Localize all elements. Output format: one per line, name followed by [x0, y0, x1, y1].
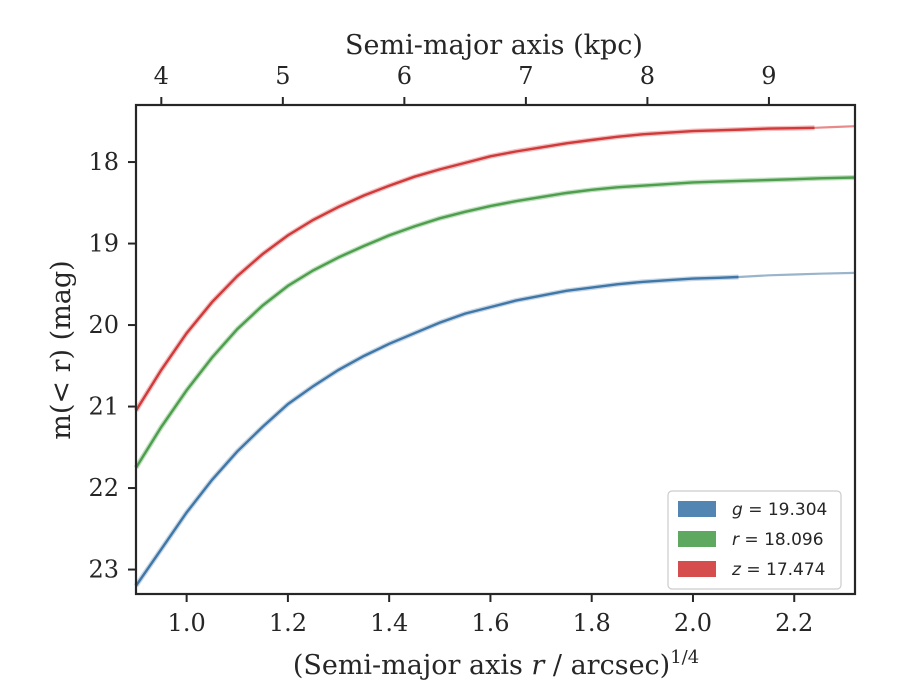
y-tick-label: 21 [88, 393, 119, 421]
legend: g = 19.304 r = 18.096 z = 17.474 [667, 490, 842, 590]
y-tick-label: 18 [88, 148, 119, 176]
x-axis-title-exponent: 1/4 [670, 647, 699, 668]
x-axis-title-part: / arcsec) [544, 650, 670, 681]
legend-variable: z [731, 560, 742, 580]
series-g-extension-line [738, 271, 856, 279]
legend-label-z: z = 17.474 [731, 560, 825, 580]
legend-equals: = [741, 560, 766, 580]
legend-equals: = [743, 500, 768, 520]
x-tick-label: 2.2 [775, 609, 813, 637]
legend-variable: r [732, 530, 740, 550]
y-tick-label: 19 [88, 230, 119, 258]
top-axis: 4 5 6 7 8 9 [154, 62, 777, 105]
top-tick-label: 4 [154, 62, 169, 90]
y-tick-label: 20 [88, 311, 119, 339]
left-axis: 18 19 20 21 22 23 [88, 148, 136, 584]
bottom-axis: 1.0 1.2 1.4 1.6 1.8 2.0 2.2 [168, 594, 813, 637]
top-tick-label: 8 [640, 62, 655, 90]
legend-value: 18.096 [764, 530, 823, 550]
series-layer [133, 125, 856, 588]
y-tick-label: 22 [88, 474, 119, 502]
top-tick-label: 7 [518, 62, 533, 90]
series-z-extension-line [814, 125, 856, 129]
legend-swatch-z [678, 561, 716, 577]
y-tick-label: 23 [88, 556, 119, 584]
top-axis-title: Semi-major axis (kpc) [345, 30, 643, 61]
legend-label-g: g = 19.304 [732, 500, 827, 520]
x-tick-label: 1.0 [168, 609, 206, 637]
legend-value: 19.304 [768, 500, 827, 520]
x-tick-label: 1.2 [269, 609, 307, 637]
top-tick-label: 5 [275, 62, 290, 90]
x-tick-label: 1.8 [573, 609, 611, 637]
series-r-line [134, 176, 856, 469]
x-axis-title-variable: r [531, 650, 546, 681]
y-axis-title: m(< r) (mag) [46, 260, 77, 439]
x-axis-title-text: (Semi-major axis r / arcsec) [293, 650, 670, 681]
legend-equals: = [739, 530, 764, 550]
legend-value: 17.474 [766, 560, 825, 580]
x-tick-label: 2.0 [674, 609, 712, 637]
x-tick-label: 1.6 [471, 609, 509, 637]
top-tick-label: 6 [397, 62, 412, 90]
plot-frame [134, 103, 857, 596]
legend-swatch-r [678, 531, 716, 547]
x-axis-title-part: (Semi-major axis [293, 650, 532, 681]
series-z-line [134, 126, 815, 412]
x-tick-label: 1.4 [370, 609, 408, 637]
legend-swatch-g [678, 501, 716, 517]
top-tick-label: 9 [761, 62, 776, 90]
legend-variable: g [732, 500, 743, 520]
legend-label-r: r = 18.096 [732, 530, 824, 550]
series-g-line [135, 275, 739, 587]
x-axis-title: (Semi-major axis r / arcsec)1/4 [293, 647, 699, 681]
